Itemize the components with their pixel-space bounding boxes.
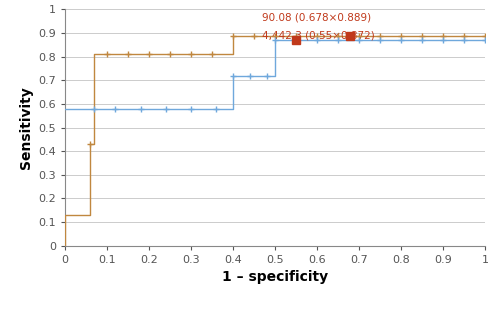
X-axis label: 1 – specificity: 1 – specificity xyxy=(222,270,328,284)
Text: 4,442.3 (0.55×0.872): 4,442.3 (0.55×0.872) xyxy=(262,31,375,41)
Text: 90.08 (0.678×0.889): 90.08 (0.678×0.889) xyxy=(262,12,372,22)
Y-axis label: Sensitivity: Sensitivity xyxy=(18,86,32,169)
